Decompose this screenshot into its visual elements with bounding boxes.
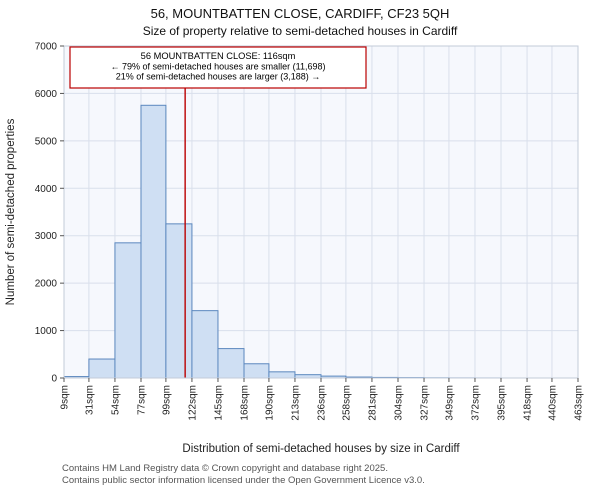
y-tick-label: 5000 [35, 136, 58, 147]
y-tick-label: 3000 [35, 231, 58, 242]
x-tick-label: 145sqm [213, 385, 224, 421]
histogram-bar [191, 310, 219, 379]
x-tick-label: 304sqm [393, 385, 404, 421]
x-tick-label: 440sqm [547, 385, 558, 421]
x-tick-label: 99sqm [161, 385, 172, 415]
chart-subtitle: Size of property relative to semi-detach… [142, 24, 458, 38]
x-tick-label: 54sqm [110, 385, 121, 415]
x-tick-label: 236sqm [317, 385, 328, 421]
histogram-bar [140, 104, 167, 379]
attribution-line-2: Contains public sector information licen… [62, 474, 425, 486]
annotation-border [69, 46, 367, 89]
x-tick-label: 463sqm [574, 385, 585, 421]
annotation-box: 56 MOUNTBATTEN CLOSE: 116sqm ← 79% of se… [69, 46, 367, 89]
x-tick-label: 9sqm [60, 385, 71, 409]
histogram-bar [268, 371, 296, 379]
x-tick-label: 418sqm [523, 385, 534, 421]
x-tick-label: 327sqm [420, 385, 431, 421]
y-tick-label: 7000 [35, 42, 58, 53]
attribution: Contains HM Land Registry data © Crown c… [62, 463, 425, 486]
x-tick-label: 77sqm [136, 385, 147, 415]
annotation-larger-line: 21% of semi-detached houses are larger (… [116, 72, 321, 82]
x-tick-label: 213sqm [290, 385, 301, 421]
plot-layer: 0 1000 2000 3000 4000 5000 6000 7000 9sqm 31sqm 54… [35, 42, 585, 421]
x-tick-label: 372sqm [470, 385, 481, 421]
histogram-bar [243, 363, 270, 379]
y-axis-title: Number of semi-detached properties [5, 118, 17, 305]
y-tick-label: 6000 [35, 89, 58, 100]
histogram-bar [217, 348, 245, 379]
y-tick-label: 4000 [35, 184, 58, 195]
annotation-title: 56 MOUNTBATTEN CLOSE: 116sqm [141, 51, 296, 61]
annotation-smaller-line: ← 79% of semi-detached houses are smalle… [111, 62, 326, 72]
x-tick-label: 349sqm [444, 385, 455, 421]
histogram-bar [114, 242, 142, 379]
x-tick-label: 31sqm [84, 385, 95, 415]
x-tick-label: 122sqm [187, 385, 198, 421]
x-tick-label: 168sqm [240, 385, 251, 421]
x-tick-label: 258sqm [341, 385, 352, 421]
y-tick-label: 2000 [35, 279, 58, 290]
x-tick-label: 281sqm [367, 385, 378, 421]
x-tick-label: 395sqm [497, 385, 508, 421]
size-distribution-histogram: 0 1000 2000 3000 4000 5000 6000 7000 9sqm 31sqm 54… [5, 42, 585, 456]
chart-title: 56, MOUNTBATTEN CLOSE, CARDIFF, CF23 5QH [150, 6, 450, 21]
histogram-bar [165, 223, 193, 379]
x-axis-title: Distribution of semi-detached houses by … [182, 443, 460, 455]
x-tick-label: 190sqm [264, 385, 275, 421]
y-tick-label: 1000 [35, 326, 58, 337]
histogram-bar [88, 358, 116, 379]
attribution-line-1: Contains HM Land Registry data © Crown c… [62, 463, 388, 474]
y-tick-label: 0 [51, 374, 57, 385]
